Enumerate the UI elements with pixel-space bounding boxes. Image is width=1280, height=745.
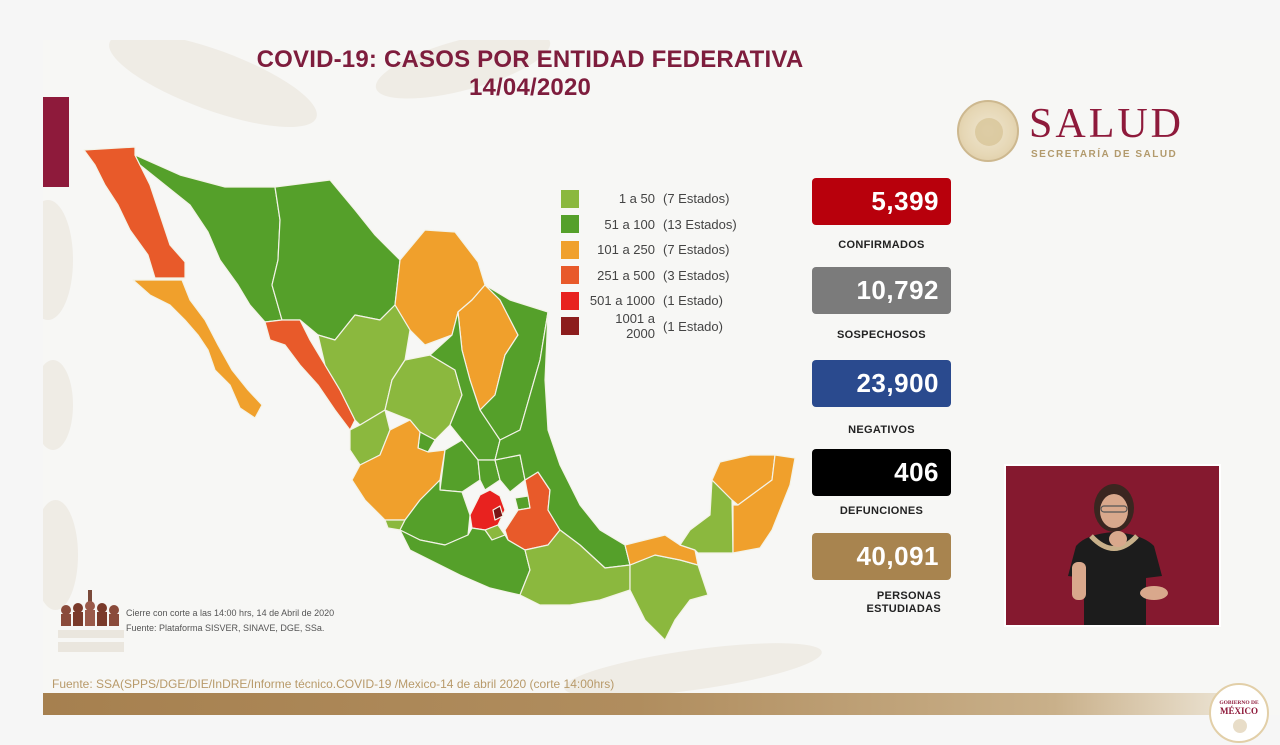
- heroes-logo-icon: [58, 590, 124, 652]
- legend-item: 1001 a 2000 (1 Estado): [561, 311, 737, 341]
- state-guerrero: [399, 527, 531, 596]
- salud-logo: SALUD SECRETARÍA DE SALUD: [957, 100, 1197, 166]
- personas-estudiadas-value: 40,091: [812, 533, 951, 580]
- state-sinaloa: [264, 319, 356, 431]
- negativos-value: 23,900: [812, 360, 951, 407]
- defunciones-label: DEFUNCIONES: [839, 505, 924, 517]
- personas-estudiadas-label: PERSONAS ESTUDIADAS: [866, 590, 941, 615]
- state-baja-california-sur: [132, 279, 263, 419]
- legend-item: 51 a 100 (13 Estados): [561, 212, 737, 238]
- defunciones-value: 406: [812, 449, 951, 496]
- report-date: 14/04/2020: [468, 74, 592, 101]
- cutoff-note: Cierre con corte a las 14:00 hrs, 14 de …: [126, 608, 335, 618]
- footer-source: Fuente: SSA(SPPS/DGE/DIE/InDRE/Informe t…: [52, 677, 615, 691]
- legend-swatch: [561, 240, 579, 259]
- legend-swatch: [561, 317, 579, 336]
- legend-swatch: [561, 266, 579, 285]
- legend-swatch: [561, 189, 579, 208]
- gobierno-de-mexico-badge: GOBIERNO DE MÉXICO: [1209, 683, 1269, 743]
- legend-item: 1 a 50 (7 Estados): [561, 186, 737, 212]
- sospechosos-label: SOSPECHOSOS: [837, 329, 926, 341]
- map-legend: 1 a 50 (7 Estados) 51 a 100 (13 Estados)…: [561, 186, 737, 341]
- legend-item: 501 a 1000 (1 Estado): [561, 288, 737, 314]
- confirmados-label: CONFIRMADOS: [838, 239, 925, 251]
- state-chihuahua: [271, 179, 401, 341]
- mexico-choropleth-map: [83, 146, 796, 641]
- legend-item: 251 a 500 (3 Estados): [561, 263, 737, 289]
- sign-language-interpreter-video: [1004, 464, 1221, 627]
- state-tabasco: [624, 534, 699, 566]
- state-baja-california: [83, 146, 186, 279]
- sospechosos-value: 10,792: [812, 267, 951, 314]
- national-seal-icon: [957, 100, 1019, 162]
- page-title: COVID-19: CASOS POR ENTIDAD FEDERATIVA 1…: [225, 46, 835, 102]
- source-note: Fuente: Plataforma SISVER, SINAVE, DGE, …: [126, 623, 325, 633]
- legend-item: 101 a 250 (7 Estados): [561, 237, 737, 263]
- state-quintana-roo: [732, 454, 796, 554]
- confirmados-value: 5,399: [812, 178, 951, 225]
- footer-bar: [43, 693, 1233, 715]
- state-ciudad-de-mexico: [492, 505, 504, 521]
- legend-swatch: [561, 291, 579, 310]
- state-chiapas: [629, 554, 709, 641]
- interpreter-figure-icon: [1068, 484, 1168, 625]
- state-queretaro: [477, 459, 501, 491]
- legend-swatch: [561, 215, 579, 234]
- seal-icon: [1233, 719, 1247, 733]
- accent-tab: [43, 97, 69, 187]
- negativos-label: NEGATIVOS: [848, 424, 915, 436]
